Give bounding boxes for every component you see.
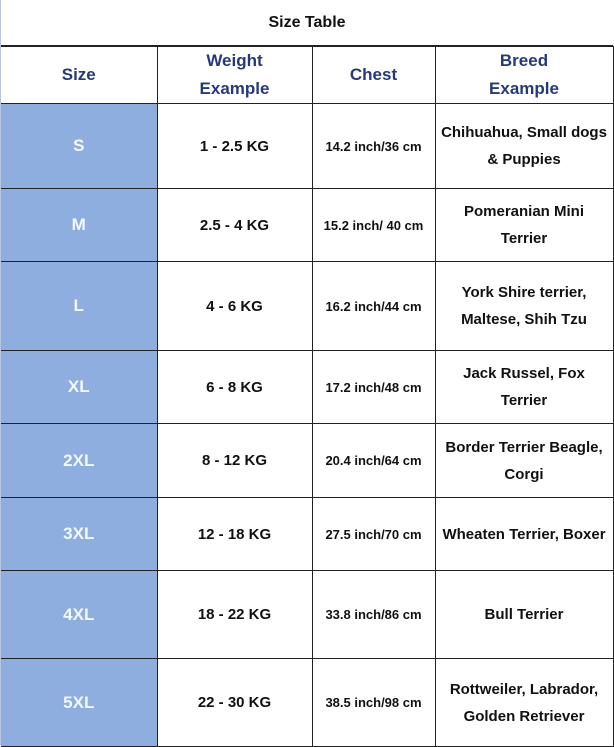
header-size: Size: [1, 46, 158, 104]
table-title: Size Table: [1, 0, 613, 46]
breed-cell: Border Terrier Beagle, Corgi: [434, 423, 614, 498]
size-cell: 3XL: [1, 497, 158, 571]
weight-cell: 1 - 2.5 KG: [156, 103, 313, 189]
table-row: 3XL 12 - 18 KG 27.5 inch/70 cm Wheaten Terr…: [1, 497, 614, 571]
size-cell: M: [1, 188, 158, 262]
header-chest: Chest: [311, 46, 436, 104]
size-cell: S: [1, 103, 158, 189]
table-row: 5XL 22 - 30 KG 38.5 inch/98 cm Rottweiler, …: [1, 658, 614, 747]
weight-cell: 6 - 8 KG: [156, 350, 313, 424]
size-cell: 5XL: [1, 658, 158, 747]
chest-cell: 27.5 inch/70 cm: [311, 497, 436, 571]
size-table: Size Weight Example Chest Breed Example …: [1, 46, 614, 747]
weight-cell: 18 - 22 KG: [156, 570, 313, 659]
table-row: XL 6 - 8 KG 17.2 inch/48 cm Jack Russel, Fo…: [1, 350, 614, 424]
weight-cell: 2.5 - 4 KG: [156, 188, 313, 262]
breed-cell: Rottweiler, Labrador, Golden Retriever: [434, 658, 614, 747]
chest-cell: 33.8 inch/86 cm: [311, 570, 436, 659]
table-row: 4XL 18 - 22 KG 33.8 inch/86 cm Bull Terrier: [1, 570, 614, 659]
chest-cell: 16.2 inch/44 cm: [311, 261, 436, 351]
chest-cell: 15.2 inch/ 40 cm: [311, 188, 436, 262]
weight-cell: 12 - 18 KG: [156, 497, 313, 571]
chest-cell: 38.5 inch/98 cm: [311, 658, 436, 747]
table-row: 2XL 8 - 12 KG 20.4 inch/64 cm Border Terrie…: [1, 423, 614, 498]
size-cell: 4XL: [1, 570, 158, 659]
chest-cell: 17.2 inch/48 cm: [311, 350, 436, 424]
chest-cell: 14.2 inch/36 cm: [311, 103, 436, 189]
size-cell: XL: [1, 350, 158, 424]
header-weight: Weight Example: [156, 46, 313, 104]
breed-cell: York Shire terrier, Maltese, Shih Tzu: [434, 261, 614, 351]
header-breed: Breed Example: [434, 46, 614, 104]
breed-cell: Wheaten Terrier, Boxer: [434, 497, 614, 571]
weight-cell: 22 - 30 KG: [156, 658, 313, 747]
breed-cell: Bull Terrier: [434, 570, 614, 659]
weight-cell: 4 - 6 KG: [156, 261, 313, 351]
size-cell: L: [1, 261, 158, 351]
weight-cell: 8 - 12 KG: [156, 423, 313, 498]
table-row: M 2.5 - 4 KG 15.2 inch/ 40 cm Pomeranian Mi…: [1, 188, 614, 262]
size-cell: 2XL: [1, 423, 158, 498]
breed-cell: Pomeranian Mini Terrier: [434, 188, 614, 262]
header-row: Size Weight Example Chest Breed Example: [1, 46, 614, 104]
breed-cell: Chihuahua, Small dogs & Puppies: [434, 103, 614, 189]
chest-cell: 20.4 inch/64 cm: [311, 423, 436, 498]
breed-cell: Jack Russel, Fox Terrier: [434, 350, 614, 424]
